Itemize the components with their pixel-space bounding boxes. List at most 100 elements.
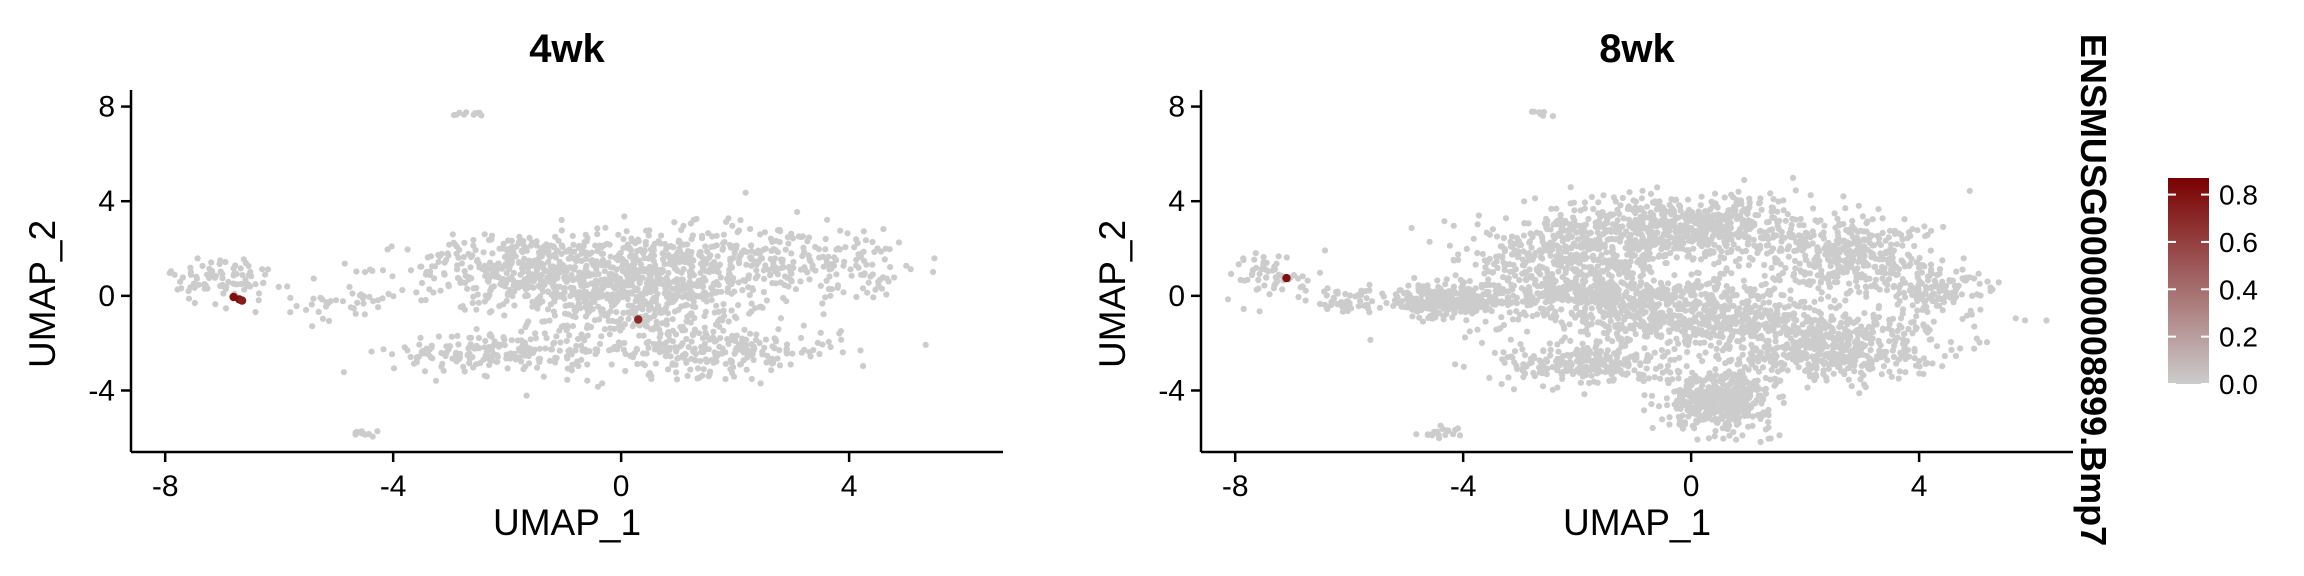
cell-point bbox=[1784, 211, 1791, 218]
cell-point bbox=[729, 332, 736, 339]
cell-point bbox=[728, 264, 736, 271]
cell-point bbox=[772, 246, 779, 254]
cell-point bbox=[1443, 276, 1450, 283]
cell-point bbox=[1584, 296, 1591, 303]
cell-point bbox=[715, 269, 722, 276]
cell-point bbox=[488, 333, 495, 340]
cell-point bbox=[714, 253, 721, 260]
cell-point bbox=[769, 360, 776, 367]
cell-point bbox=[1704, 374, 1711, 381]
cell-point bbox=[1751, 323, 1758, 330]
cell-point bbox=[610, 297, 618, 304]
cell-point bbox=[612, 276, 619, 283]
cell-point bbox=[1497, 325, 1504, 332]
cell-point bbox=[488, 354, 495, 361]
cell-point bbox=[787, 361, 794, 368]
cell-point bbox=[1547, 352, 1554, 359]
cell-point bbox=[1720, 435, 1727, 442]
cell-point bbox=[665, 332, 672, 339]
cell-point bbox=[287, 294, 294, 301]
cell-point bbox=[1664, 402, 1671, 409]
cell-point bbox=[621, 213, 628, 220]
cell-point bbox=[644, 318, 651, 325]
cell-point bbox=[1624, 274, 1631, 281]
cell-point bbox=[895, 239, 903, 246]
cell-point bbox=[470, 236, 477, 244]
cell-point bbox=[460, 254, 467, 261]
cell-point bbox=[1761, 261, 1768, 269]
cell-point bbox=[1588, 193, 1595, 201]
cell-point bbox=[491, 273, 498, 280]
cell-point bbox=[640, 350, 647, 357]
cell-point bbox=[687, 270, 694, 277]
cell-point bbox=[883, 291, 890, 298]
cell-point bbox=[1878, 371, 1885, 378]
cell-point bbox=[1589, 314, 1596, 322]
cell-point bbox=[1611, 350, 1618, 357]
cell-point bbox=[470, 242, 477, 249]
cell-point bbox=[860, 228, 867, 235]
cell-point bbox=[853, 293, 860, 301]
cell-point bbox=[523, 291, 530, 298]
cell-point bbox=[558, 216, 565, 224]
cell-point bbox=[1549, 364, 1556, 371]
cell-point bbox=[1561, 325, 1568, 332]
cell-point bbox=[1789, 174, 1797, 181]
cell-point bbox=[539, 278, 547, 285]
cell-point bbox=[778, 265, 785, 272]
cell-point bbox=[646, 370, 653, 377]
cell-point bbox=[679, 340, 686, 347]
cell-point bbox=[521, 255, 528, 262]
cell-point bbox=[623, 228, 630, 235]
cell-point bbox=[1765, 328, 1772, 335]
cell-point bbox=[1682, 231, 1689, 238]
cell-point bbox=[385, 290, 392, 298]
cell-point bbox=[1758, 314, 1765, 321]
cell-point bbox=[222, 285, 229, 292]
cell-point bbox=[1744, 210, 1751, 218]
cell-point bbox=[1768, 264, 1775, 271]
cell-point bbox=[1728, 191, 1735, 198]
cell-point bbox=[1667, 357, 1674, 364]
cell-point bbox=[777, 279, 784, 286]
cell-point bbox=[708, 297, 715, 304]
cell-point bbox=[1521, 220, 1528, 227]
cell-point bbox=[1515, 252, 1522, 259]
cell-point bbox=[683, 335, 690, 343]
cell-point bbox=[720, 231, 728, 238]
cell-point bbox=[748, 375, 755, 383]
cell-point bbox=[1762, 385, 1769, 392]
cell-point bbox=[1659, 416, 1666, 423]
cell-point bbox=[1657, 375, 1664, 382]
cell-point bbox=[1651, 305, 1658, 312]
cell-point bbox=[260, 279, 267, 286]
cell-point bbox=[684, 318, 691, 325]
cell-point bbox=[1586, 379, 1593, 387]
cell-point bbox=[717, 274, 724, 281]
cell-point bbox=[1744, 401, 1751, 408]
cell-point bbox=[1736, 405, 1743, 412]
cell-point bbox=[733, 332, 740, 339]
cell-point bbox=[1578, 369, 1585, 377]
cell-point bbox=[1490, 261, 1498, 268]
cell-point bbox=[1815, 285, 1822, 292]
cell-point bbox=[456, 353, 463, 361]
cell-point bbox=[569, 323, 577, 330]
cell-point bbox=[568, 367, 575, 374]
cell-point bbox=[1703, 213, 1711, 220]
y-axis-title: UMAP_2 bbox=[22, 220, 63, 368]
cell-point bbox=[352, 310, 359, 317]
cell-point bbox=[418, 263, 425, 270]
cell-point bbox=[1603, 220, 1610, 227]
cell-point bbox=[1630, 295, 1637, 302]
cell-point bbox=[671, 219, 678, 226]
cell-point bbox=[1597, 357, 1604, 364]
cell-point bbox=[1648, 317, 1655, 324]
cell-point bbox=[455, 341, 462, 348]
cell-point bbox=[701, 347, 708, 354]
cell-point bbox=[1959, 315, 1966, 323]
cell-point bbox=[648, 376, 655, 383]
cell-point bbox=[754, 272, 761, 280]
cell-point bbox=[1615, 286, 1622, 293]
cell-point bbox=[194, 255, 201, 262]
